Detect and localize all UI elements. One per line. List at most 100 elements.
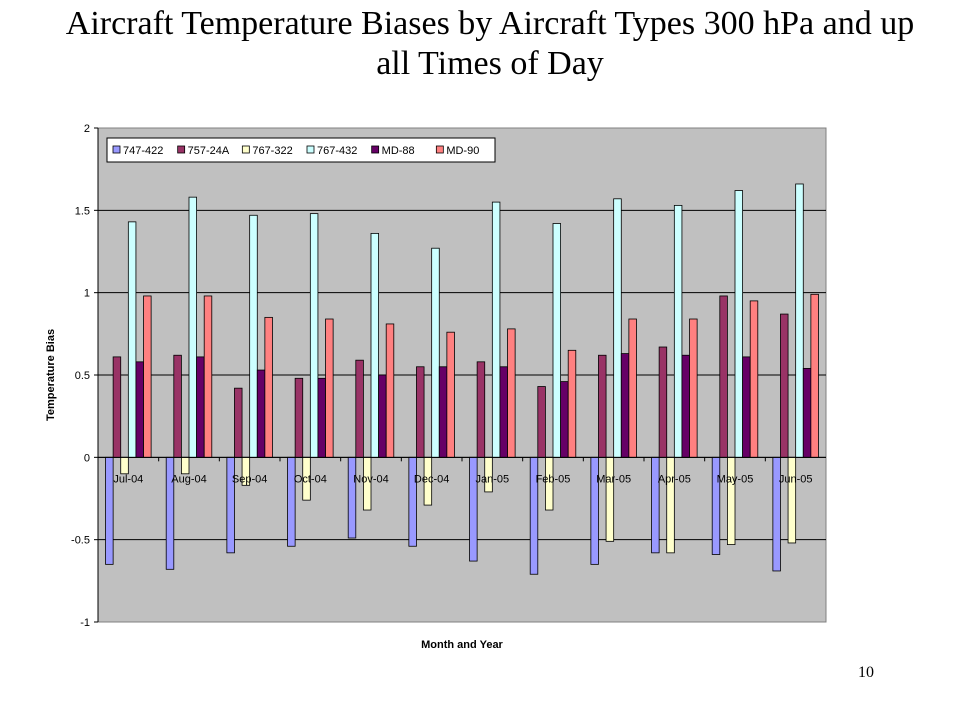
legend-label: 757-24A xyxy=(188,145,230,157)
bar-767-322-May-05 xyxy=(727,456,736,545)
bar-MD-88-Jul-04 xyxy=(135,361,144,458)
bar-757-24A-Apr-05 xyxy=(658,346,668,458)
bar-MD-90-Aug-04 xyxy=(203,295,213,458)
x-tick-label: Mar-05 xyxy=(596,473,631,485)
legend-label: 747-422 xyxy=(123,145,163,157)
bar-MD-88-May-05 xyxy=(742,356,751,458)
legend-swatch xyxy=(241,145,250,154)
bar-MD-90-Oct-04 xyxy=(325,318,334,458)
legend-swatch xyxy=(435,145,444,154)
y-tick-label: 0.5 xyxy=(75,370,90,382)
bar-MD-88-Jun-05 xyxy=(802,368,812,458)
bars xyxy=(105,183,819,575)
x-tick-label: Oct-04 xyxy=(294,473,327,485)
bar-747-422-Apr-05 xyxy=(651,456,660,554)
bar-MD-88-Feb-05 xyxy=(560,381,569,458)
bar-767-322-Jun-05 xyxy=(787,456,797,544)
bar-MD-88-Oct-04 xyxy=(317,377,326,458)
bar-767-432-Dec-04 xyxy=(431,247,440,458)
bar-757-24A-Nov-04 xyxy=(355,359,364,458)
bar-747-422-Dec-04 xyxy=(408,456,417,547)
bar-MD-90-Feb-05 xyxy=(567,349,577,458)
bar-MD-88-Sep-04 xyxy=(256,369,266,458)
y-axis: -1 -0.5 0 0.5 1 1.5 2 xyxy=(71,123,99,629)
legend-label: MD-90 xyxy=(446,145,479,157)
bar-MD-88-Apr-05 xyxy=(681,354,690,458)
bar-MD-90-Nov-04 xyxy=(385,323,395,458)
legend-swatch xyxy=(371,145,380,154)
x-tick-label: Jan-05 xyxy=(476,473,510,485)
bar-MD-90-Jan-05 xyxy=(507,328,516,458)
bar-747-422-May-05 xyxy=(711,456,721,555)
bar-767-432-Aug-04 xyxy=(188,196,197,458)
bar-767-432-Jan-05 xyxy=(491,201,501,458)
x-axis-title: Month and Year xyxy=(421,639,503,651)
bar-MD-88-Jan-05 xyxy=(499,366,508,458)
legend-box xyxy=(106,137,496,163)
y-tick-label: -0.5 xyxy=(71,535,90,547)
bar-757-24A-Dec-04 xyxy=(416,366,425,458)
legend-swatch xyxy=(177,145,186,154)
bar-747-422-Nov-04 xyxy=(347,456,357,539)
bar-MD-90-Apr-05 xyxy=(689,318,698,458)
bar-MD-88-Aug-04 xyxy=(196,356,205,458)
legend-swatch xyxy=(112,145,121,154)
bar-MD-90-May-05 xyxy=(749,300,759,458)
y-tick-label: 1 xyxy=(84,288,90,300)
y-tick-label: 2 xyxy=(84,123,90,135)
bar-767-432-Apr-05 xyxy=(673,204,683,458)
x-tick-label: Aug-04 xyxy=(171,473,206,485)
legend-label: 767-432 xyxy=(317,145,357,157)
bar-767-432-Jun-05 xyxy=(795,183,804,458)
page-number: 10 xyxy=(858,664,874,681)
x-tick-label: Feb-05 xyxy=(536,473,571,485)
bar-MD-88-Mar-05 xyxy=(620,353,630,458)
bar-767-432-Mar-05 xyxy=(613,198,622,458)
x-tick-label: May-05 xyxy=(717,473,754,485)
bar-757-24A-May-05 xyxy=(719,295,728,458)
x-axis: Jul-04 Aug-04 Sep-04 Oct-04 Nov-04 Dec-04 Jan-… xyxy=(97,456,826,485)
x-tick-label: Apr-05 xyxy=(658,473,691,485)
bar-757-24A-Jul-04 xyxy=(112,356,122,458)
legend-label: 767-322 xyxy=(252,145,292,157)
bar-MD-90-Sep-04 xyxy=(264,316,273,458)
bar-747-422-Sep-04 xyxy=(226,456,235,554)
legend-label: MD-88 xyxy=(382,145,415,157)
bar-767-432-Feb-05 xyxy=(552,223,561,458)
legend-swatch xyxy=(306,145,315,154)
bar-757-24A-Jun-05 xyxy=(780,313,789,458)
y-tick-label: 1.5 xyxy=(75,205,90,217)
bar-767-322-Mar-05 xyxy=(605,456,615,542)
bar-767-322-Jul-04 xyxy=(120,456,129,475)
x-tick-label: Jun-05 xyxy=(779,473,813,485)
y-axis-title: Temperature Bias xyxy=(45,329,57,421)
bar-767-432-Oct-04 xyxy=(309,213,319,458)
bar-747-422-Jul-04 xyxy=(105,456,114,565)
y-tick-label: -1 xyxy=(80,617,90,629)
bar-757-24A-Jan-05 xyxy=(476,361,486,458)
x-tick-label: Jul-04 xyxy=(113,473,143,485)
bar-767-432-Nov-04 xyxy=(370,232,379,458)
y-tick-label: 0 xyxy=(84,452,90,464)
bar-757-24A-Aug-04 xyxy=(173,354,182,458)
bar-767-322-Aug-04 xyxy=(180,456,190,475)
bar-757-24A-Mar-05 xyxy=(598,354,607,458)
bar-767-432-Sep-04 xyxy=(249,214,258,458)
bar-MD-90-Jun-05 xyxy=(810,293,819,458)
x-tick-label: Sep-04 xyxy=(232,473,267,485)
bar-757-24A-Feb-05 xyxy=(537,386,546,458)
bar-MD-90-Mar-05 xyxy=(628,318,637,458)
slide-title: Aircraft Temperature Biases by Aircraft … xyxy=(65,5,915,82)
bar-757-24A-Oct-04 xyxy=(294,377,304,458)
x-tick-label: Dec-04 xyxy=(414,473,449,485)
bar-757-24A-Sep-04 xyxy=(234,387,243,458)
bar-767-322-Apr-05 xyxy=(666,456,675,554)
bar-MD-90-Jul-04 xyxy=(143,295,152,458)
x-tick-label: Nov-04 xyxy=(353,473,388,485)
bar-767-432-May-05 xyxy=(734,190,743,458)
bar-MD-90-Dec-04 xyxy=(446,331,455,458)
bar-MD-88-Dec-04 xyxy=(438,366,448,458)
bar-747-422-Oct-04 xyxy=(287,456,296,547)
bar-MD-88-Nov-04 xyxy=(378,374,387,458)
